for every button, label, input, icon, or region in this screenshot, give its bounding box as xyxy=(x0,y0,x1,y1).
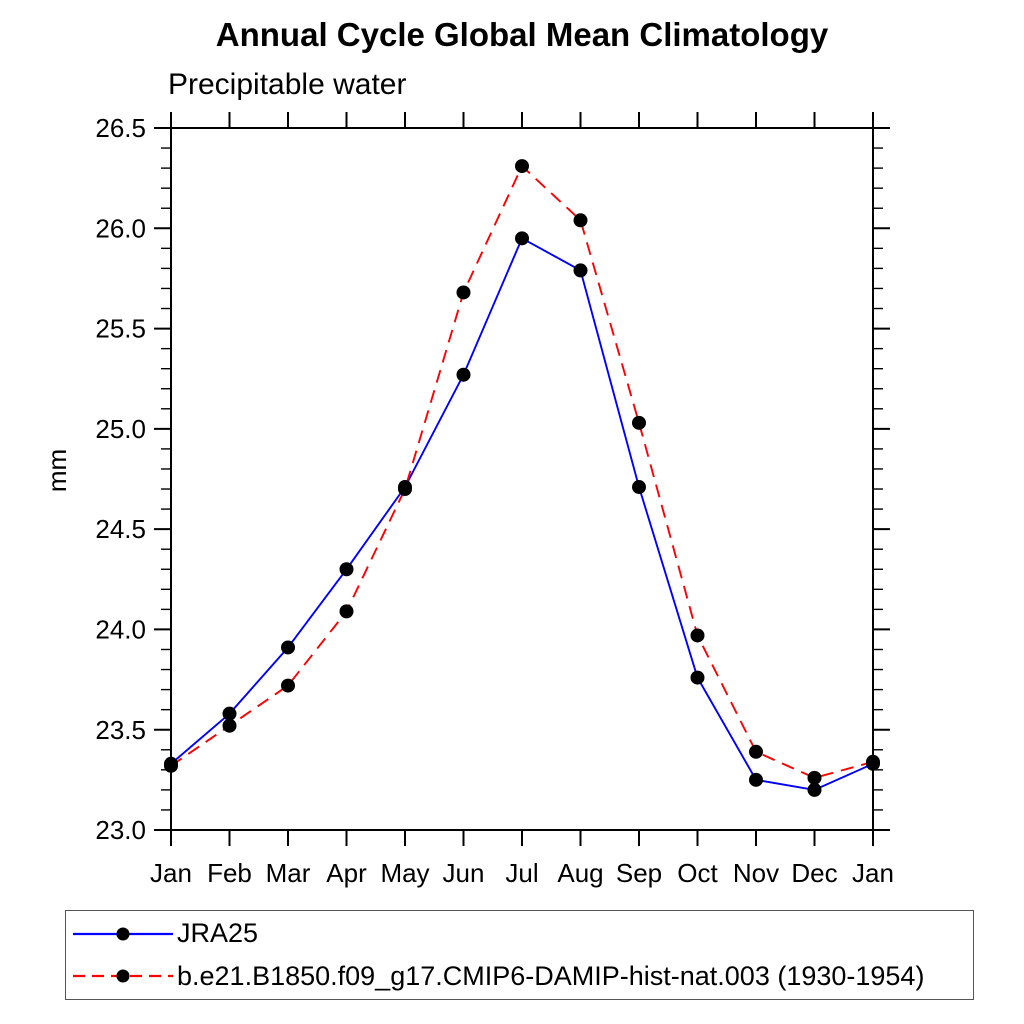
y-tick-label: 24.5 xyxy=(95,514,146,544)
legend-item-jra25: JRA25 xyxy=(66,914,973,954)
legend: JRA25 b.e21.B1850.f09_g17.CMIP6-DAMIP-hi… xyxy=(65,910,974,1000)
series-line-model xyxy=(170,164,874,779)
data-point-model-Oct xyxy=(690,628,705,643)
data-point-model-Aug xyxy=(573,213,588,228)
x-tick-label: May xyxy=(380,858,429,888)
y-tick-label: 23.5 xyxy=(95,715,146,745)
data-point-model-Jan xyxy=(164,758,178,773)
legend-item-model: b.e21.B1850.f09_g17.CMIP6-DAMIP-hist-nat… xyxy=(66,956,973,996)
x-tick-label: Apr xyxy=(326,858,367,888)
data-point-jra25-Nov xyxy=(749,772,763,787)
x-tick-label: Nov xyxy=(733,858,779,888)
chart-subtitle: Precipitable water xyxy=(168,68,407,101)
data-point-jra25-Oct xyxy=(690,670,705,685)
data-point-jra25-Feb xyxy=(222,706,237,721)
data-point-model-Jun xyxy=(456,285,471,300)
data-point-jra25-Aug xyxy=(573,263,588,278)
data-point-model-May xyxy=(398,482,412,497)
x-tick-label: Dec xyxy=(791,858,837,888)
y-tick-label: 24.0 xyxy=(95,615,146,645)
x-tick-label: Sep xyxy=(616,858,662,888)
x-tick-label: Aug xyxy=(557,858,603,888)
data-point-model-Mar xyxy=(281,678,295,693)
data-point-model-Dec xyxy=(807,770,822,785)
y-tick-label: 25.0 xyxy=(95,414,146,444)
data-point-jra25-Mar xyxy=(281,640,295,655)
x-tick-label: Jun xyxy=(443,858,485,888)
data-point-model-Nov xyxy=(749,744,763,759)
chart-title: Annual Cycle Global Mean Climatology xyxy=(215,16,829,53)
y-tick-label: 26.5 xyxy=(95,113,146,143)
y-tick-label: 26.0 xyxy=(95,213,146,243)
legend-line-sample-solid-icon xyxy=(73,927,173,941)
data-point-jra25-Jun xyxy=(456,367,471,382)
x-tick-label: Mar xyxy=(266,858,311,888)
y-tick-label: 23.0 xyxy=(95,815,146,845)
series-line-jra25 xyxy=(170,236,874,791)
data-point-jra25-Jul xyxy=(515,231,529,246)
data-point-model-Jul xyxy=(515,159,529,174)
y-axis-label: mm xyxy=(42,448,73,493)
data-point-jra25-Apr xyxy=(339,562,354,577)
legend-label-jra25: JRA25 xyxy=(177,918,259,949)
y-tick-label: 25.5 xyxy=(95,314,146,344)
x-tick-label: Jan xyxy=(852,858,894,888)
legend-label-model: b.e21.B1850.f09_g17.CMIP6-DAMIP-hist-nat… xyxy=(177,960,925,991)
x-tick-label: Jul xyxy=(505,858,538,888)
x-tick-label: Feb xyxy=(207,858,252,888)
data-point-model-Apr xyxy=(339,604,354,619)
x-tick-label: Jan xyxy=(150,858,192,888)
data-point-jra25-Dec xyxy=(807,782,822,797)
data-point-jra25-Sep xyxy=(632,480,646,495)
x-tick-label: Oct xyxy=(677,858,718,888)
data-point-model-Sep xyxy=(632,415,646,430)
data-point-model-Jan xyxy=(866,754,880,769)
data-point-model-Feb xyxy=(222,718,237,733)
legend-line-sample-dashed-icon xyxy=(73,969,173,983)
